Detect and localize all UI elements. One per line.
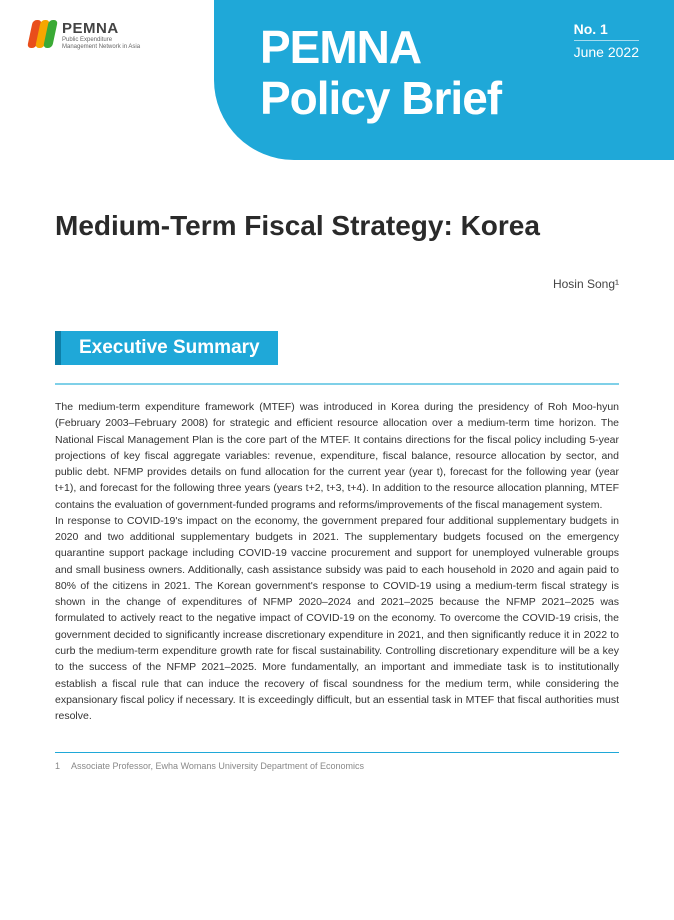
- footnote-text: Associate Professor, Ewha Womans Univers…: [71, 761, 364, 771]
- logo-name: PEMNA: [62, 20, 140, 37]
- logo-sub2: Management Network in Asia: [62, 44, 140, 51]
- section-heading: Executive Summary: [55, 331, 278, 365]
- footnote-number: 1: [55, 761, 69, 771]
- main-content: Medium-Term Fiscal Strategy: Korea Hosin…: [55, 210, 619, 771]
- section-header-wrap: Executive Summary: [55, 331, 619, 385]
- header-meta: No. 1 June 2022: [574, 20, 639, 61]
- logo: PEMNA Public Expenditure Management Netw…: [30, 20, 140, 50]
- author: Hosin Song¹: [55, 277, 619, 291]
- logo-sub1: Public Expenditure: [62, 37, 140, 44]
- issue-number: No. 1: [574, 20, 639, 41]
- page-title: Medium-Term Fiscal Strategy: Korea: [55, 210, 619, 242]
- paragraph-2: In response to COVID-19's impact on the …: [55, 513, 619, 724]
- footnote: 1 Associate Professor, Ewha Womans Unive…: [55, 761, 619, 771]
- paragraph-1: The medium-term expenditure framework (M…: [55, 399, 619, 513]
- logo-icon: [30, 20, 56, 50]
- banner-title-line1: PEMNA: [260, 22, 501, 73]
- issue-date: June 2022: [574, 44, 639, 60]
- header-title-block: PEMNA Policy Brief: [260, 22, 501, 123]
- logo-text: PEMNA Public Expenditure Management Netw…: [62, 20, 140, 50]
- footnote-rule: [55, 752, 619, 753]
- banner-title-line2: Policy Brief: [260, 73, 501, 124]
- body-text: The medium-term expenditure framework (M…: [55, 399, 619, 724]
